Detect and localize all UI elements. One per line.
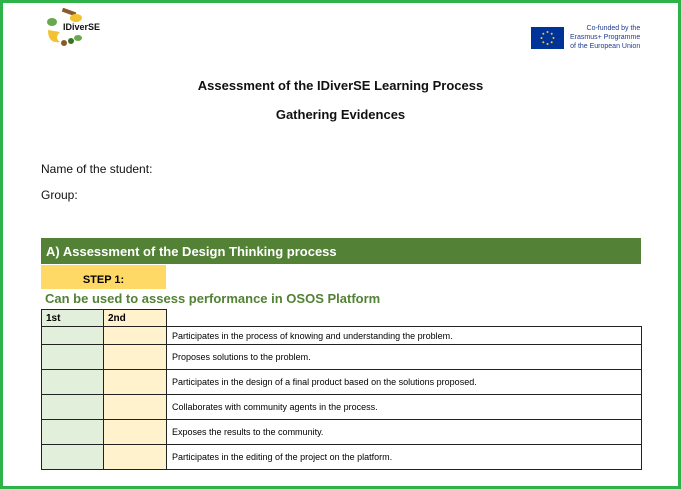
first-check-cell[interactable]	[41, 419, 104, 445]
second-check-cell[interactable]	[103, 326, 167, 345]
step-label: STEP 1:	[41, 265, 166, 289]
table-row: Exposes the results to the community.	[41, 419, 642, 445]
section-header: A) Assessment of the Design Thinking pro…	[41, 238, 641, 264]
student-name-label: Name of the student:	[41, 162, 153, 176]
page-title: Assessment of the IDiverSE Learning Proc…	[197, 78, 484, 93]
second-check-cell[interactable]	[103, 419, 167, 445]
second-check-cell[interactable]	[103, 344, 167, 370]
criterion: Participates in the design of a final pr…	[166, 369, 642, 395]
criterion: Participates in the editing of the proje…	[166, 444, 642, 470]
idiverse-logo: IDiverSE	[44, 7, 104, 48]
usage-note: Can be used to assess performance in OSO…	[45, 291, 381, 306]
first-check-cell[interactable]	[41, 444, 104, 470]
assessment-table: 1st 2nd Participates in the process of kn…	[41, 309, 642, 470]
eu-line: Erasmus+ Programme	[570, 34, 641, 41]
table-row: Participates in the editing of the proje…	[41, 444, 642, 470]
eu-line: of the European Union	[570, 43, 641, 50]
criterion: Exposes the results to the community.	[166, 419, 642, 445]
first-check-cell[interactable]	[41, 394, 104, 420]
group-label: Group:	[41, 188, 78, 202]
eu-flag-icon	[531, 26, 564, 49]
header-2nd: 2nd	[103, 309, 167, 327]
table-row: Participates in the design of a final pr…	[41, 369, 642, 395]
criterion: Participates in the process of knowing a…	[166, 326, 642, 345]
header-1st: 1st	[41, 309, 104, 327]
second-check-cell[interactable]	[103, 444, 167, 470]
svg-text:IDiverSE: IDiverSE	[63, 22, 100, 32]
first-check-cell[interactable]	[41, 369, 104, 395]
criterion: Proposes solutions to the problem.	[166, 344, 642, 370]
eu-line: Co-funded by the	[586, 25, 641, 32]
second-check-cell[interactable]	[103, 394, 167, 420]
second-check-cell[interactable]	[103, 369, 167, 395]
table-row: Participates in the process of knowing a…	[41, 326, 642, 345]
table-row: Proposes solutions to the problem.	[41, 344, 642, 370]
page-subtitle: Gathering Evidences	[275, 107, 406, 122]
criterion: Collaborates with community agents in th…	[166, 394, 642, 420]
table-row: Collaborates with community agents in th…	[41, 394, 642, 420]
first-check-cell[interactable]	[41, 326, 104, 345]
eu-cofunded-badge: Co-funded by the Erasmus+ Programme of the…	[531, 24, 640, 51]
first-check-cell[interactable]	[41, 344, 104, 370]
